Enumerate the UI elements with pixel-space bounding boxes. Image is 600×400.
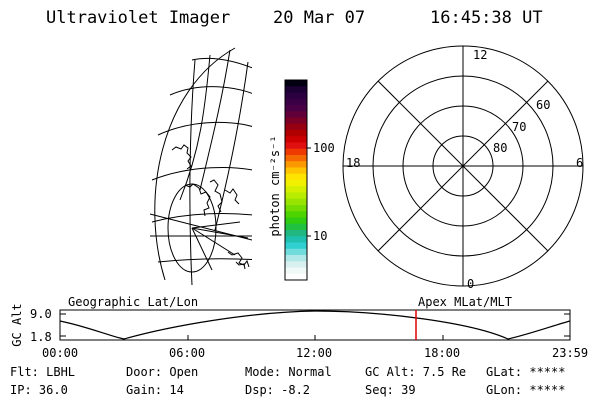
colorbar-segment bbox=[285, 167, 307, 175]
status-flt: Flt: LBHL bbox=[10, 365, 76, 379]
altitude-curve bbox=[59, 310, 571, 340]
status-door: Door: Open bbox=[126, 365, 199, 379]
colorbar-segment bbox=[285, 142, 307, 150]
colorbar-segment bbox=[285, 148, 307, 156]
colorbar-segment bbox=[285, 161, 307, 168]
status-gc-alt: GC Alt: 7.5 Re bbox=[365, 365, 467, 379]
lat-label-60: 60 bbox=[536, 98, 551, 112]
lat-label-70: 70 bbox=[512, 120, 527, 134]
orbit-y-axis-label: GC Alt bbox=[10, 303, 24, 347]
status-gain: Gain: 14 bbox=[126, 383, 184, 397]
colorbar-segment bbox=[285, 236, 307, 243]
colorbar-segment bbox=[285, 80, 307, 87]
orbit-y-tick-9: 9.0 bbox=[30, 307, 52, 321]
colorbar-segment bbox=[285, 136, 307, 143]
orbit-left-title: Geographic Lat/Lon bbox=[68, 295, 199, 309]
colorbar-segment bbox=[285, 173, 307, 181]
orbit-x-tick-0600: 06:00 bbox=[169, 346, 206, 360]
instrument-title: Ultraviolet Imager bbox=[46, 8, 231, 28]
status-seq: Seq: 39 bbox=[365, 383, 416, 397]
colorbar-segment bbox=[285, 186, 307, 193]
colorbar-segment bbox=[285, 242, 307, 250]
polar-plot bbox=[342, 45, 584, 287]
orbit-y-tick-1-8: 1.8 bbox=[30, 330, 52, 344]
colorbar-segment bbox=[285, 98, 307, 106]
status-mode: Mode: Normal bbox=[245, 365, 332, 379]
colorbar-unit-label: photon cm⁻²s⁻¹ bbox=[268, 135, 282, 237]
colorbar-segment bbox=[285, 255, 307, 262]
orbit-x-tick-2359: 23:59 bbox=[552, 346, 589, 360]
orbit-x-tick-0000: 00:00 bbox=[42, 346, 79, 360]
orbit-x-tick-1200: 12:00 bbox=[296, 346, 333, 360]
time-label: 16:45:38 UT bbox=[430, 8, 543, 28]
colorbar bbox=[284, 79, 311, 281]
colorbar-segment bbox=[285, 248, 307, 256]
colorbar-tick-10: 10 bbox=[313, 229, 328, 243]
status-glat: GLat: ***** bbox=[486, 365, 566, 379]
colorbar-segment bbox=[285, 267, 307, 275]
mlt-label-0: 0 bbox=[467, 277, 475, 291]
orbit-x-tick-1800: 18:00 bbox=[424, 346, 461, 360]
colorbar-segment bbox=[285, 130, 307, 137]
status-glon: GLon: ***** bbox=[486, 383, 566, 397]
mlt-label-18: 18 bbox=[346, 156, 361, 170]
status-ip: IP: 36.0 bbox=[10, 383, 68, 397]
colorbar-segment bbox=[285, 217, 307, 225]
lat-label-80: 80 bbox=[493, 141, 508, 155]
colorbar-segment bbox=[285, 273, 307, 281]
colorbar-segment bbox=[285, 111, 307, 118]
colorbar-segment bbox=[285, 192, 307, 200]
orbit-right-title: Apex MLat/MLT bbox=[418, 295, 512, 309]
colorbar-segment bbox=[285, 92, 307, 100]
geographic-map bbox=[149, 47, 252, 285]
colorbar-segment bbox=[285, 105, 307, 112]
colorbar-segment bbox=[285, 155, 307, 162]
colorbar-segment bbox=[285, 198, 307, 206]
colorbar-segment bbox=[285, 180, 307, 187]
mlt-label-6: 6 bbox=[576, 156, 584, 170]
colorbar-tick-100: 100 bbox=[313, 141, 335, 155]
colorbar-segment bbox=[285, 86, 307, 93]
status-dsp: Dsp: -8.2 bbox=[245, 383, 311, 397]
orbit-panel bbox=[59, 309, 571, 341]
colorbar-segment bbox=[285, 205, 307, 212]
date-label: 20 Mar 07 bbox=[273, 8, 366, 28]
colorbar-segment bbox=[285, 123, 307, 131]
colorbar-segment bbox=[285, 230, 307, 237]
mlt-label-12: 12 bbox=[473, 48, 488, 62]
colorbar-segment bbox=[285, 223, 307, 231]
colorbar-segment bbox=[285, 261, 307, 268]
colorbar-segment bbox=[285, 211, 307, 218]
colorbar-segment bbox=[285, 117, 307, 125]
